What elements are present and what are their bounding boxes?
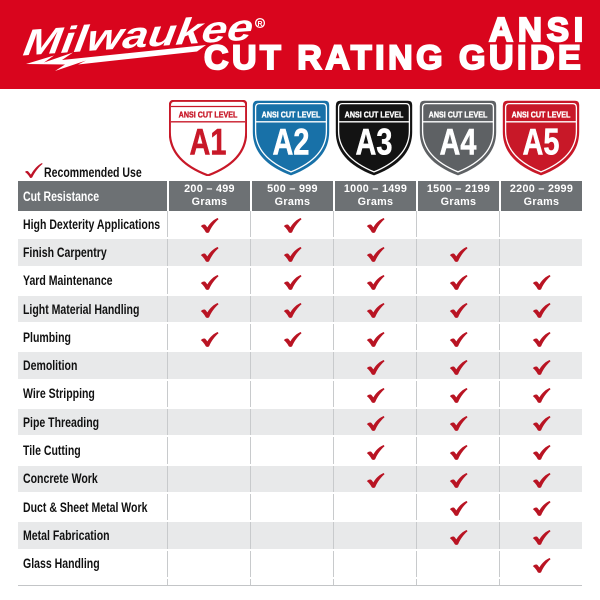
- svg-text:ANSI CUT LEVEL: ANSI CUT LEVEL: [428, 110, 487, 120]
- svg-text:A1: A1: [189, 122, 226, 163]
- svg-text:ANSI CUT LEVEL: ANSI CUT LEVEL: [345, 110, 404, 120]
- svg-text:ANSI CUT LEVEL: ANSI CUT LEVEL: [262, 110, 321, 120]
- svg-text:A4: A4: [439, 122, 476, 163]
- svg-text:A3: A3: [356, 122, 393, 163]
- svg-text:R: R: [257, 21, 262, 28]
- svg-text:A2: A2: [272, 122, 309, 163]
- svg-text:ANSI CUT LEVEL: ANSI CUT LEVEL: [511, 110, 570, 120]
- svg-text:A5: A5: [522, 122, 559, 163]
- svg-text:ANSI CUT LEVEL: ANSI CUT LEVEL: [178, 110, 237, 120]
